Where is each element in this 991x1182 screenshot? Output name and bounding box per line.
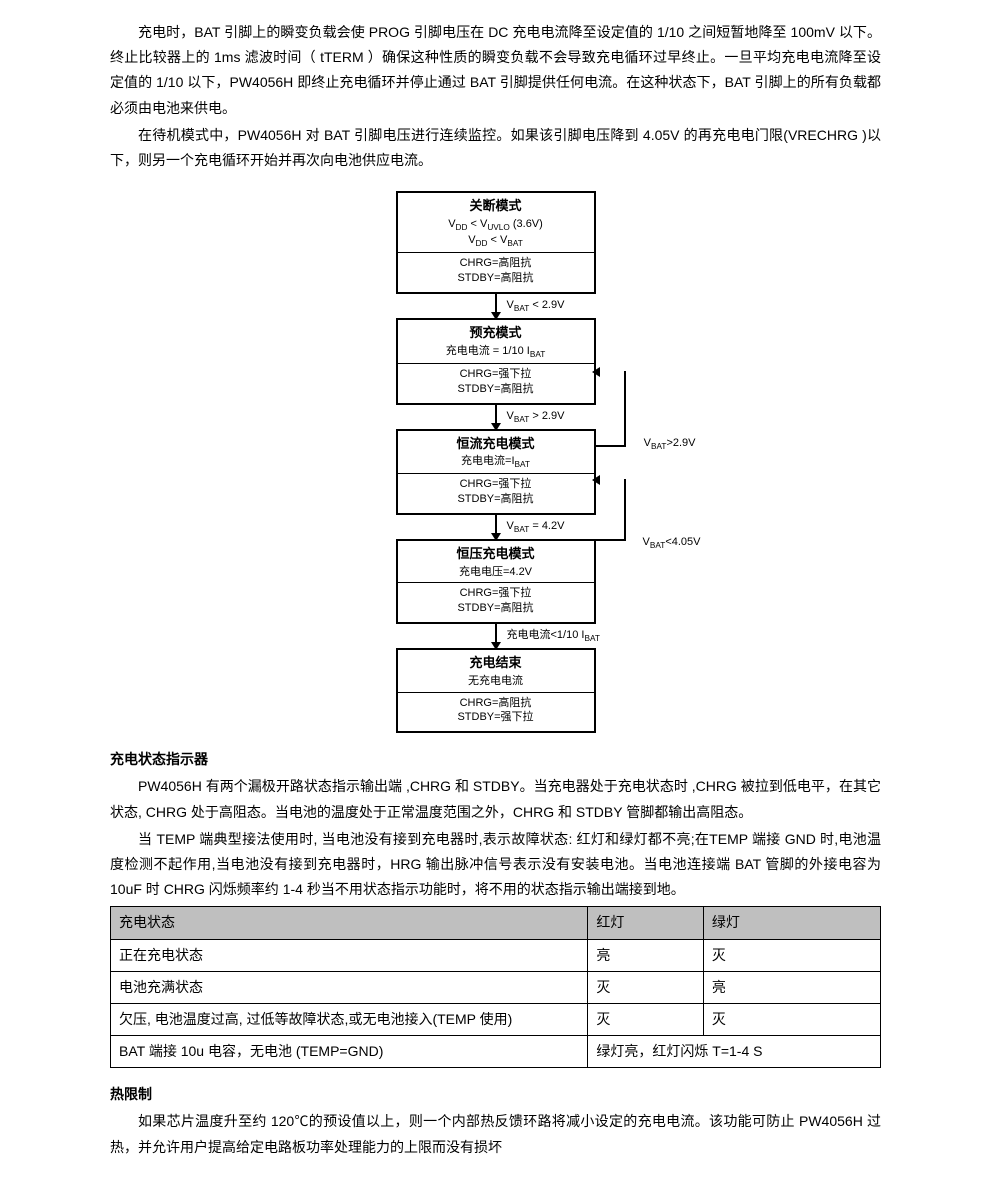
- table-cell: 灭: [703, 939, 880, 971]
- arrow-label: VBAT > 2.9V: [507, 407, 565, 428]
- table-cell: 亮: [703, 971, 880, 1003]
- paragraph-thermal: 如果芯片温度升至约 120℃的预设值以上，则一个内部热反馈环路将减小设定的充电电…: [110, 1109, 881, 1159]
- arrow-label: VBAT = 4.2V: [507, 517, 565, 538]
- paragraph-standby: 在待机模式中，PW4056H 对 BAT 引脚电压进行连续监控。如果该引脚电压降…: [110, 123, 881, 173]
- status-table: 充电状态 红灯 绿灯 正在充电状态亮灭电池充满状态灭亮欠压, 电池温度过高, 过…: [110, 906, 881, 1068]
- feedback-label: VBAT>2.9V: [644, 434, 696, 455]
- table-header-row: 充电状态 红灯 绿灯: [111, 907, 881, 939]
- flow-node-shutdown: 关断模式VDD < VUVLO (3.6V)VDD < VBATCHRG=高阻抗…: [396, 191, 596, 294]
- arrow-label: 充电电流<1/10 IBAT: [507, 626, 600, 647]
- table-cell: 欠压, 电池温度过高, 过低等故障状态,或无电池接入(TEMP 使用): [111, 1003, 588, 1035]
- table-row: BAT 端接 10u 电容，无电池 (TEMP=GND)绿灯亮，红灯闪烁 T=1…: [111, 1036, 881, 1068]
- table-cell: BAT 端接 10u 电容，无电池 (TEMP=GND): [111, 1036, 588, 1068]
- flow-node-cc: 恒流充电模式充电电流=IBATCHRG=强下拉STDBY=高阻抗: [396, 429, 596, 516]
- flow-arrow: [495, 294, 497, 318]
- table-row: 欠压, 电池温度过高, 过低等故障状态,或无电池接入(TEMP 使用)灭灭: [111, 1003, 881, 1035]
- table-cell: 亮: [588, 939, 704, 971]
- section-title-indicator: 充电状态指示器: [110, 747, 881, 772]
- feedback-line: [596, 479, 626, 541]
- paragraph-indicator-1: PW4056H 有两个漏极开路状态指示输出端 ,CHRG 和 STDBY。当充电…: [110, 774, 881, 824]
- flow-arrow: [495, 624, 497, 648]
- table-cell: 灭: [588, 971, 704, 1003]
- paragraph-charging: 充电时，BAT 引脚上的瞬变负载会使 PROG 引脚电压在 DC 充电电流降至设…: [110, 20, 881, 121]
- section-title-thermal: 热限制: [110, 1082, 881, 1107]
- feedback-label: VBAT<4.05V: [643, 533, 701, 554]
- table-row: 正在充电状态亮灭: [111, 939, 881, 971]
- state-flowchart: 关断模式VDD < VUVLO (3.6V)VDD < VBATCHRG=高阻抗…: [336, 191, 656, 733]
- table-row: 电池充满状态灭亮: [111, 971, 881, 1003]
- flow-node-cv: 恒压充电模式充电电压=4.2VCHRG=强下拉STDBY=高阻抗: [396, 539, 596, 624]
- paragraph-indicator-2: 当 TEMP 端典型接法使用时, 当电池没有接到充电器时,表示故障状态: 红灯和…: [110, 827, 881, 903]
- flow-node-precharge: 预充模式充电电流 = 1/10 IBATCHRG=强下拉STDBY=高阻抗: [396, 318, 596, 405]
- table-cell: 正在充电状态: [111, 939, 588, 971]
- table-cell: 灭: [588, 1003, 704, 1035]
- table-header: 绿灯: [703, 907, 880, 939]
- table-header: 充电状态: [111, 907, 588, 939]
- flow-arrow: [495, 405, 497, 429]
- table-cell: 绿灯亮，红灯闪烁 T=1-4 S: [588, 1036, 881, 1068]
- flow-arrow: [495, 515, 497, 539]
- arrow-label: VBAT < 2.9V: [507, 296, 565, 317]
- flow-node-end: 充电结束无充电电流CHRG=高阻抗STDBY=强下拉: [396, 648, 596, 733]
- feedback-arrowhead: [592, 367, 600, 377]
- table-header: 红灯: [588, 907, 704, 939]
- table-cell: 电池充满状态: [111, 971, 588, 1003]
- table-cell: 灭: [703, 1003, 880, 1035]
- feedback-line: [596, 371, 626, 447]
- feedback-arrowhead: [592, 475, 600, 485]
